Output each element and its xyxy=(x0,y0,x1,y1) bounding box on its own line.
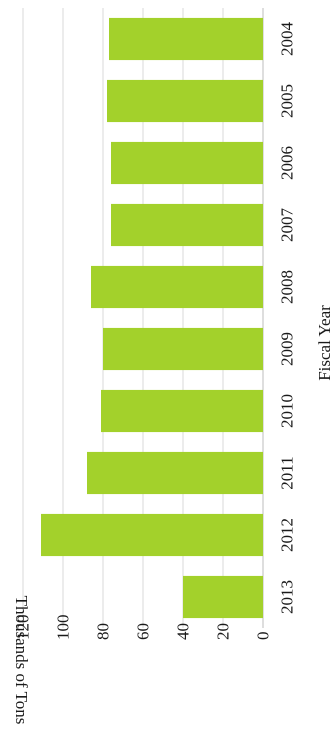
x-tick-label: 2008 xyxy=(278,270,297,304)
bar xyxy=(111,141,263,185)
y-tick-label: 80 xyxy=(94,623,113,640)
y-tick-label: 40 xyxy=(174,623,193,640)
x-tick-label: 2004 xyxy=(278,22,297,57)
bar xyxy=(101,389,263,433)
bar xyxy=(41,513,263,557)
x-tick-label: 2005 xyxy=(278,84,297,118)
y-tick-label: 120 xyxy=(14,615,33,641)
category-axis-ticks: 2004 2005 2006 2007 2008 2009 2010 2011 2012 2013 xyxy=(278,22,297,615)
x-tick-label: 2006 xyxy=(278,146,297,180)
bar xyxy=(109,17,263,61)
bar xyxy=(103,327,263,371)
x-tick-label: 2011 xyxy=(278,456,297,489)
x-tick-label: 2010 xyxy=(278,394,297,428)
y-tick-label: 20 xyxy=(214,623,233,640)
y-tick-label: 100 xyxy=(54,615,73,641)
bar xyxy=(183,575,263,619)
bars xyxy=(41,17,263,619)
x-tick-label: 2012 xyxy=(278,518,297,552)
y-axis-title: Thousands of Tons xyxy=(12,596,31,725)
x-tick-label: 2013 xyxy=(278,580,297,614)
x-tick-label: 2007 xyxy=(278,208,297,243)
x-axis-title: Fiscal Year xyxy=(315,305,333,381)
value-axis-ticks: 0 20 40 60 80 100 120 xyxy=(14,615,273,641)
y-tick-label: 0 xyxy=(254,632,273,641)
bar xyxy=(107,79,263,123)
bar xyxy=(111,203,263,247)
bar xyxy=(91,265,263,309)
bar xyxy=(87,451,263,495)
x-tick-label: 2009 xyxy=(278,332,297,366)
y-tick-label: 60 xyxy=(134,623,153,640)
